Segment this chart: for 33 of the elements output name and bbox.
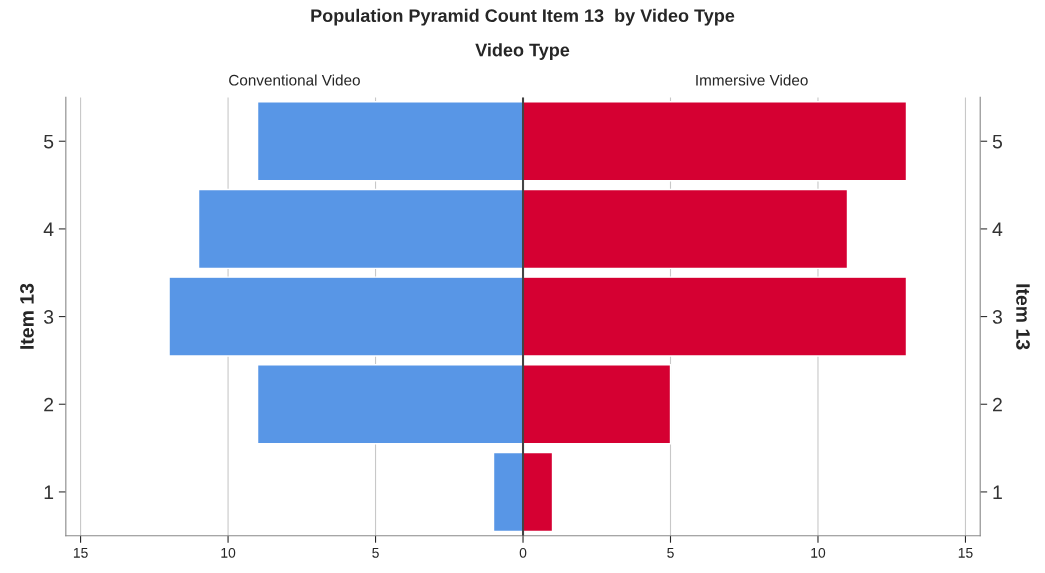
y-tick-label: 2 xyxy=(992,397,1002,412)
bar xyxy=(522,188,849,270)
x-tick-label: 10 xyxy=(221,547,236,558)
y-tick-label: 5 xyxy=(992,134,1003,149)
category-label: 4 xyxy=(43,222,54,236)
x-tick-label: 15 xyxy=(73,548,88,558)
x-tick-label: 5 xyxy=(667,548,674,558)
y-tick-label: 1 xyxy=(993,485,1002,499)
bar xyxy=(197,188,524,270)
category-label: 5 xyxy=(43,134,54,149)
legend-title: Video Type xyxy=(475,43,570,60)
x-tick-label: 0 xyxy=(519,547,527,558)
x-tick-label: 10 xyxy=(811,547,826,558)
series-label: Conventional Video xyxy=(229,74,360,86)
y2-axis-title: Item 13 xyxy=(1016,284,1030,350)
series-label: Immersive Video xyxy=(696,74,808,86)
bar xyxy=(522,364,672,445)
bar xyxy=(522,276,908,357)
x-tick-label: 5 xyxy=(372,548,379,558)
y-tick-label: 3 xyxy=(992,310,1002,324)
bar xyxy=(168,276,524,357)
bar xyxy=(492,451,524,533)
bar xyxy=(256,364,524,445)
bar xyxy=(522,451,554,533)
y-tick-label: 4 xyxy=(992,222,1003,236)
x-tick-label: 15 xyxy=(958,548,973,558)
bar xyxy=(256,101,524,182)
bar xyxy=(522,101,908,182)
chart-title: Population Pyramid Count Item 13 by Video Type xyxy=(311,8,735,26)
category-label: 2 xyxy=(44,397,54,412)
category-label: 1 xyxy=(44,485,54,499)
y-axis-title: Item 13 xyxy=(20,283,34,349)
category-label: 3 xyxy=(43,310,54,324)
